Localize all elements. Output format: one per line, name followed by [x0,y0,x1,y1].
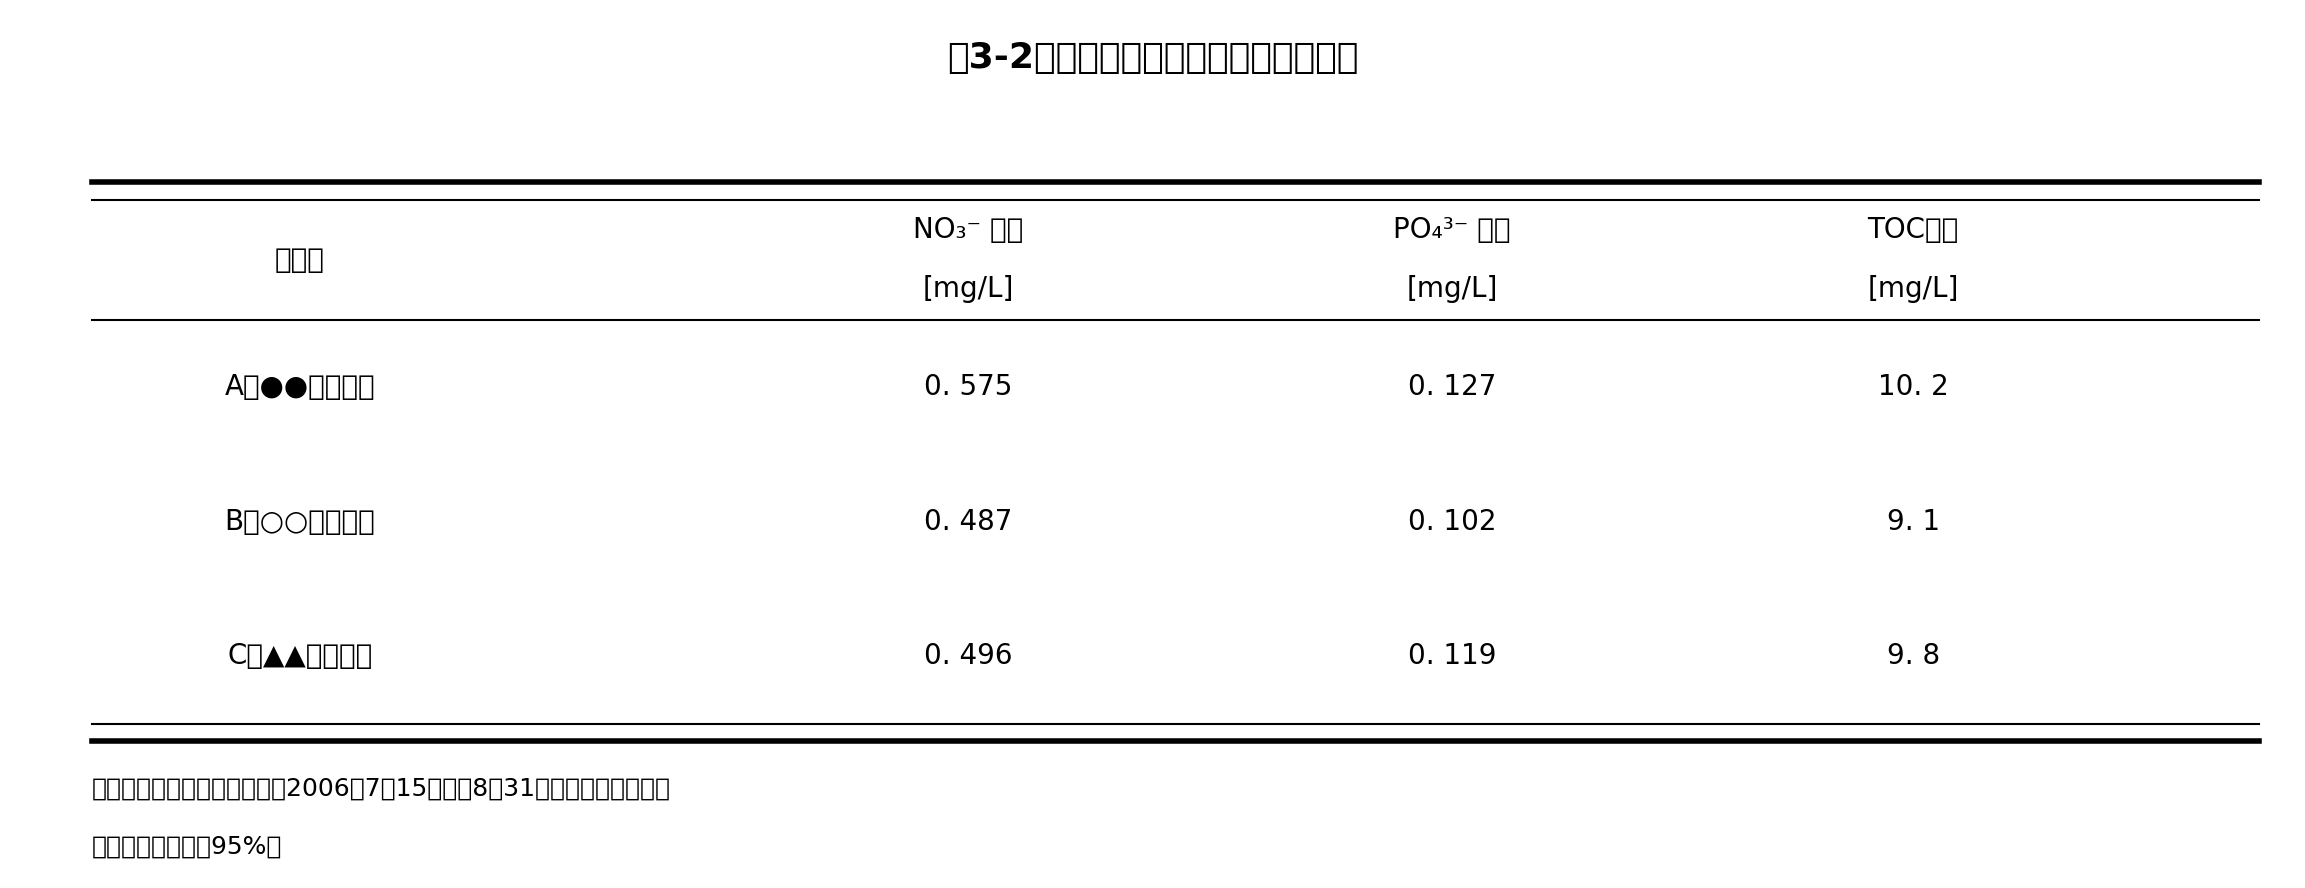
Text: [mg/L]: [mg/L] [1406,275,1498,303]
Text: 0. 496: 0. 496 [924,642,1012,670]
Text: TOC濃度: TOC濃度 [1867,217,1959,244]
Text: 0. 119: 0. 119 [1408,642,1496,670]
Text: 非超過確率95%値: 非超過確率95%値 [92,835,284,859]
Text: 0. 102: 0. 102 [1408,508,1496,535]
Text: [mg/L]: [mg/L] [922,275,1014,303]
Text: 0. 127: 0. 127 [1408,373,1496,401]
Text: 測定点: 測定点 [274,246,325,274]
Text: [mg/L]: [mg/L] [1867,275,1959,303]
Text: A（●●川河口）: A（●●川河口） [224,373,376,401]
Text: 0. 487: 0. 487 [924,508,1012,535]
Text: B（○○川河口）: B（○○川河口） [224,508,376,535]
Text: 注）　図中の値は、いずれも2006年7月15日から8月31日までの全測定値の: 注） 図中の値は、いずれも2006年7月15日から8月31日までの全測定値の [92,777,671,801]
Text: C（▲▲川河口）: C（▲▲川河口） [226,642,373,670]
Text: 10. 2: 10. 2 [1879,373,1948,401]
Text: 表3-2　各測定点における水質値の比較: 表3-2 各測定点における水質値の比較 [947,41,1358,75]
Text: 9. 8: 9. 8 [1885,642,1941,670]
Text: 9. 1: 9. 1 [1885,508,1941,535]
Text: NO₃⁻ 濃度: NO₃⁻ 濃度 [913,217,1023,244]
Text: PO₄³⁻ 濃度: PO₄³⁻ 濃度 [1395,217,1510,244]
Text: 0. 575: 0. 575 [924,373,1012,401]
